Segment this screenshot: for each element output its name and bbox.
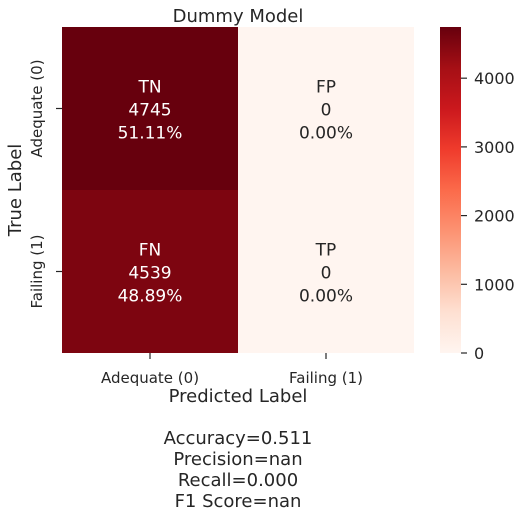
cell-label: TP: [315, 241, 337, 261]
heatmap-cell: [62, 27, 238, 190]
colorbar-tick-label: 3000: [474, 138, 515, 157]
y-tick-label: Failing (1): [28, 235, 46, 309]
colorbar-tick-label: 0: [474, 344, 484, 363]
heatmap-cells: TN 4745 51.11% FP 0 0.00% FN 4539 48.89% TP 0 0.00%: [62, 27, 414, 353]
cell-percent: 48.89%: [118, 287, 183, 307]
cell-count: 4745: [128, 101, 171, 121]
colorbar: [440, 27, 461, 353]
colorbar-tick-label: 2000: [474, 207, 515, 226]
cell-percent: 0.00%: [299, 287, 353, 307]
y-axis-label: True Label: [5, 144, 26, 238]
metric-line: Recall=0.000: [178, 470, 298, 491]
cell-label: FP: [316, 78, 336, 98]
metric-line: Accuracy=0.511: [164, 428, 313, 449]
cell-count: 0: [321, 101, 332, 121]
cell-label: TN: [137, 78, 161, 98]
cell-percent: 0.00%: [299, 124, 353, 144]
chart-title: Dummy Model: [173, 6, 304, 27]
colorbar-tick-label: 4000: [474, 69, 515, 88]
metric-line: Precision=nan: [173, 449, 302, 470]
cell-label: FN: [139, 241, 162, 261]
y-tick-label: Adequate (0): [28, 59, 46, 157]
colorbar-ticks: 0 1000 2000 3000 4000: [461, 69, 515, 363]
heatmap-cell: [238, 27, 414, 190]
metrics-text: Accuracy=0.511Precision=nanRecall=0.000F…: [164, 428, 313, 512]
cell-count: 4539: [128, 264, 171, 284]
cell-percent: 51.11%: [118, 124, 183, 144]
colorbar-tick-label: 1000: [474, 275, 515, 294]
cell-count: 0: [321, 264, 332, 284]
heatmap-cell: [238, 190, 414, 353]
metric-line: F1 Score=nan: [175, 491, 302, 512]
axis-ticks: Adequate (0) Failing (1) Adequate (0) Faili…: [28, 59, 363, 387]
x-axis-label: Predicted Label: [169, 386, 308, 407]
x-tick-label: Adequate (0): [101, 369, 199, 387]
heatmap-cell: [62, 190, 238, 353]
x-tick-label: Failing (1): [289, 369, 363, 387]
